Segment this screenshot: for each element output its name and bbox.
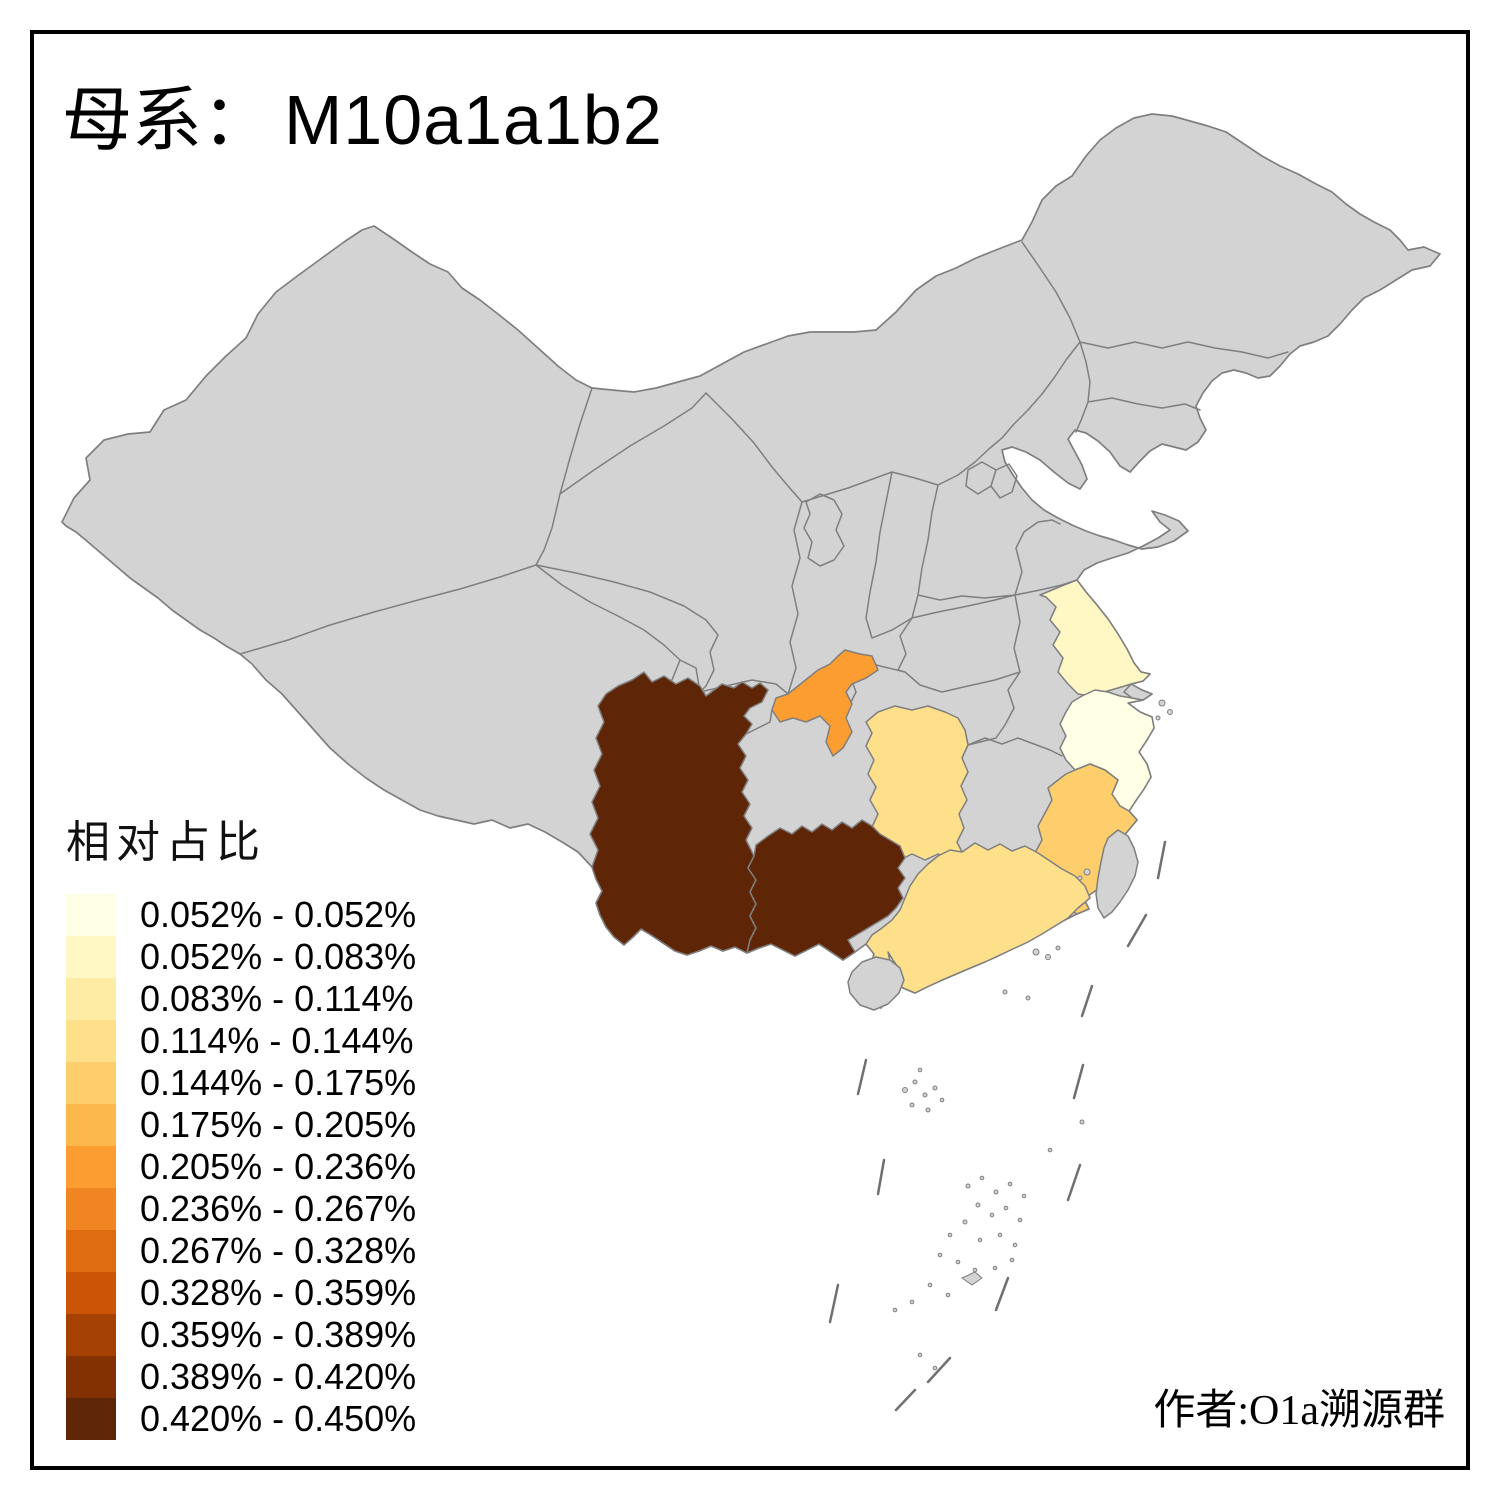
island-taiwan — [1095, 829, 1139, 919]
title-prefix: 母系： — [62, 83, 272, 160]
legend-row: 0.052% - 0.052% — [66, 894, 416, 936]
legend-row: 0.052% - 0.083% — [66, 936, 416, 978]
legend-range-label: 0.175% - 0.205% — [140, 1104, 417, 1145]
legend-color-swatch — [66, 1020, 116, 1062]
legend-color-swatch — [66, 1272, 116, 1314]
legend-row: 0.083% - 0.114% — [66, 978, 416, 1020]
legend-row: 0.359% - 0.389% — [66, 1314, 416, 1356]
legend-color-swatch — [66, 1314, 116, 1356]
legend-row: 0.328% - 0.359% — [66, 1272, 416, 1314]
figure-border — [30, 30, 1470, 1470]
legend-row: 0.205% - 0.236% — [66, 1146, 416, 1188]
legend-range-label: 0.359% - 0.389% — [140, 1314, 417, 1355]
legend-row: 0.389% - 0.420% — [66, 1356, 416, 1398]
legend-range-label: 0.052% - 0.083% — [140, 936, 417, 977]
province-chongqing — [771, 649, 879, 757]
legend-range-label: 0.420% - 0.450% — [140, 1398, 417, 1439]
legend-color-swatch — [66, 978, 116, 1020]
author-credit: 作者:O1a溯源群 — [1153, 1388, 1445, 1434]
legend-range-label: 0.236% - 0.267% — [140, 1188, 417, 1229]
legend-row: 0.114% - 0.144% — [66, 1020, 416, 1062]
legend-color-swatch — [66, 1230, 116, 1272]
province-guangdong — [865, 842, 1091, 1009]
legend-row: 0.420% - 0.450% — [66, 1398, 416, 1440]
legend-range-label: 0.083% - 0.114% — [140, 978, 414, 1019]
legend-color-swatch — [66, 1104, 116, 1146]
legend-range-label: 0.114% - 0.144% — [140, 1020, 414, 1061]
legend-color-swatch — [66, 1188, 116, 1230]
nine-dash-line — [828, 840, 1167, 1412]
legend-row: 0.144% - 0.175% — [66, 1062, 416, 1104]
legend-range-label: 0.205% - 0.236% — [140, 1146, 417, 1187]
legend-title: 相对占比 — [66, 818, 266, 867]
title-haplogroup: M10a1a1b2 — [284, 81, 663, 159]
legend-color-swatch — [66, 1398, 116, 1440]
province-guangxi — [746, 819, 906, 961]
legend-range-label: 0.267% - 0.328% — [140, 1230, 417, 1271]
legend-rows: 0.052% - 0.052% 0.052% - 0.083% 0.083% -… — [66, 894, 416, 1440]
island-hainan — [847, 956, 905, 1011]
legend-range-label: 0.052% - 0.052% — [140, 894, 417, 935]
legend-color-swatch — [66, 1062, 116, 1104]
legend-row: 0.175% - 0.205% — [66, 1104, 416, 1146]
legend-color-swatch — [66, 1146, 116, 1188]
legend-row: 0.267% - 0.328% — [66, 1230, 416, 1272]
small-islands — [892, 699, 1173, 1371]
legend-color-swatch — [66, 894, 116, 936]
page-title: 母系： M10a1a1b2 — [62, 64, 663, 165]
province-shanghai — [1123, 683, 1153, 701]
legend-row: 0.236% - 0.267% — [66, 1188, 416, 1230]
legend-range-label: 0.389% - 0.420% — [140, 1356, 417, 1397]
legend-range-label: 0.144% - 0.175% — [140, 1062, 417, 1103]
legend: 相对占比 0.052% - 0.052% 0.052% - 0.083% 0.0… — [66, 806, 416, 1440]
legend-color-swatch — [66, 936, 116, 978]
legend-color-swatch — [66, 1356, 116, 1398]
legend-range-label: 0.328% - 0.359% — [140, 1272, 417, 1313]
